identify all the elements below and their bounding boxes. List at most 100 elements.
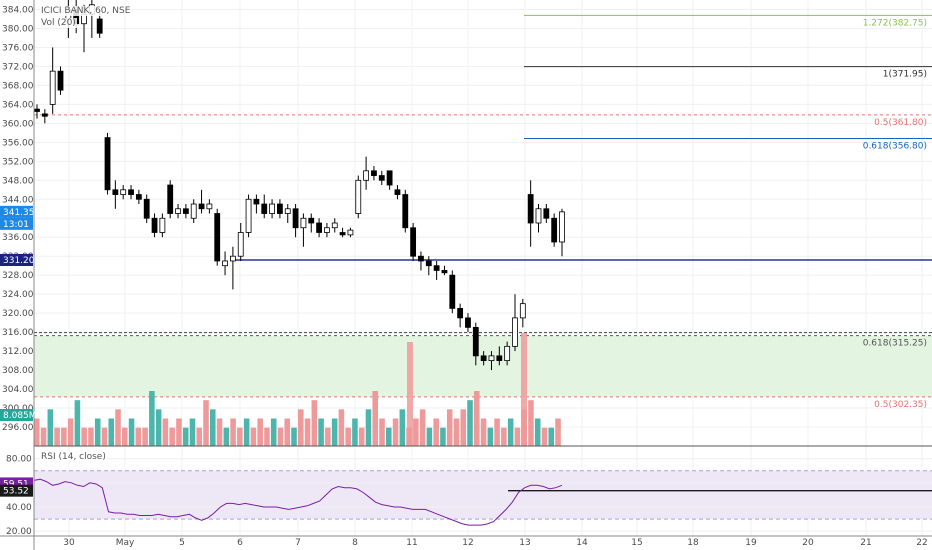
candle-body [504, 345, 511, 361]
volume-bar [426, 427, 433, 446]
countdown-badge-bg [0, 217, 33, 230]
volume-bar [291, 427, 297, 446]
volume-bar [298, 409, 304, 446]
time-tick-label: May [116, 538, 135, 548]
candle-body [284, 208, 291, 214]
candle-body [418, 255, 424, 262]
candle-body [261, 203, 268, 214]
volume-bar [81, 427, 87, 446]
rsi-line-badge-bg [0, 484, 33, 497]
volume-bar [115, 409, 121, 446]
symbol-legend[interactable]: ICICI BANK, 60, NSE [40, 6, 132, 16]
volume-bar [534, 418, 541, 446]
candle-body [308, 217, 315, 224]
candle-body [331, 222, 338, 229]
rsi-tick-label: 20.00 [6, 527, 32, 537]
volume-bar [122, 427, 128, 446]
candle-body [253, 198, 260, 205]
volume-bar [528, 400, 534, 446]
volume-bar [399, 409, 406, 446]
candle-body [112, 189, 119, 195]
rsi-legend[interactable]: RSI (14, close) [40, 452, 107, 462]
volume-bar [108, 418, 115, 446]
price-tick-label: 348.00 [2, 176, 34, 186]
volume-bar [379, 418, 385, 446]
candle-body [41, 113, 48, 117]
volume-bar [264, 427, 270, 446]
volume-bar [548, 427, 555, 446]
volume-bar [501, 427, 507, 446]
volume-bar-spike [407, 342, 413, 446]
fibonacci-levels[interactable]: 1.272(382.75) 1(371.95) 0.5(361.80) 0.618(3… [34, 14, 932, 410]
volume-bar [372, 391, 379, 446]
price-tick-label: 312.00 [2, 347, 34, 357]
rsi-tick-label: 40.00 [6, 503, 32, 513]
candle-body [128, 189, 134, 195]
volume-bar [453, 418, 460, 446]
chart-grid [34, 0, 932, 536]
candle-body [347, 229, 354, 236]
volume-bar [135, 427, 142, 446]
volume-legend[interactable]: Vol (20) [40, 18, 77, 28]
volume-bar [142, 427, 148, 446]
volume-bar [514, 427, 521, 446]
volume-bar [88, 427, 94, 446]
volume-bar [169, 427, 175, 446]
time-tick-label: 20 [802, 538, 814, 548]
volume-bar [304, 418, 311, 446]
candle-body [316, 222, 322, 233]
volume-bar [555, 418, 561, 446]
candle-body [167, 184, 174, 214]
price-tick-label: 324.00 [2, 290, 34, 300]
volume-bar [487, 427, 494, 446]
volume-bar [338, 409, 345, 446]
candle-body [222, 260, 228, 267]
volume-bar [61, 427, 67, 446]
candle-body [425, 260, 432, 267]
volume-bar [433, 418, 439, 446]
candlesticks [34, 0, 565, 371]
volume-bar [94, 418, 101, 446]
volume-bar [440, 427, 446, 446]
volume-bar [419, 409, 426, 446]
volume-bar [365, 409, 372, 446]
volume-bar [284, 418, 291, 446]
volume-bar [74, 400, 81, 446]
candle-body [449, 274, 456, 309]
price-tick-label: 320.00 [2, 309, 34, 319]
volume-bar [162, 418, 169, 446]
volume-bar [189, 418, 196, 446]
candle-body [49, 70, 56, 105]
candle-body [269, 203, 275, 214]
volume-bar [386, 427, 392, 446]
candle-body [465, 317, 471, 328]
candle-body [324, 227, 330, 233]
time-tick-label: 21 [860, 538, 871, 548]
volume-bar [460, 409, 467, 446]
time-tick-label: 12 [462, 538, 473, 548]
price-tick-label: 336.00 [2, 233, 34, 243]
volume-bar [67, 418, 74, 446]
price-tick-label: 380.00 [2, 24, 34, 34]
time-tick-label: 14 [576, 538, 588, 548]
candle-body [175, 208, 181, 214]
time-tick-label: 30 [63, 538, 75, 548]
fib-level-label: 1(371.95) [883, 70, 927, 80]
volume-bar [101, 427, 108, 446]
candle-body [57, 70, 64, 91]
candle-body [378, 175, 385, 181]
volume-bar [243, 418, 250, 446]
volume-bar [196, 427, 203, 446]
volume-bar [237, 427, 243, 446]
candle-body [472, 326, 479, 357]
candle-body [496, 355, 503, 361]
candle-body [198, 203, 205, 210]
rsi-line-badge: 53.52 [3, 487, 29, 497]
candle-body [135, 194, 142, 200]
support-price-badge: 331.20 [3, 256, 35, 266]
price-tick-label: 372.00 [2, 62, 34, 72]
volume-bar [494, 418, 500, 446]
